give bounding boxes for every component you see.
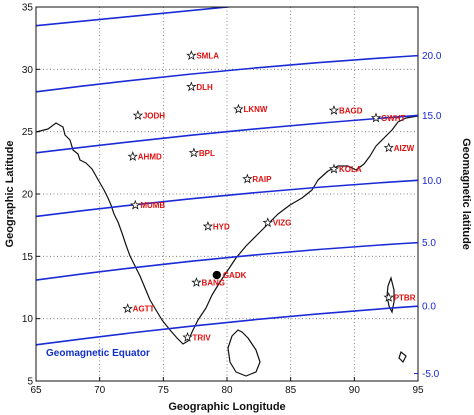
- station-label: DLH: [196, 83, 213, 92]
- india-coastline: [36, 115, 418, 345]
- right-tick-label: 0.0: [422, 302, 436, 313]
- geomagnetic-latitude-lines: [36, 7, 418, 346]
- x-tick-label: 70: [94, 385, 106, 396]
- station-label: AIZW: [394, 144, 415, 153]
- y-axis-title: Geographic Latitude: [4, 141, 16, 248]
- y-tick-label: 25: [22, 127, 34, 138]
- station-star-icon: [328, 163, 340, 174]
- y-tick-label: 30: [22, 65, 34, 76]
- station-star-icon: [132, 110, 144, 120]
- station-label: VIZG: [273, 219, 292, 228]
- station-star-icon: [262, 217, 273, 228]
- station-label: BPL: [199, 149, 215, 158]
- x-axis-title: Geographic Longitude: [168, 401, 285, 413]
- station-star-icon: [130, 199, 141, 210]
- station-star-icon: [383, 142, 394, 153]
- nicobar-island: [398, 350, 407, 364]
- y-tick-label: 35: [22, 3, 34, 14]
- x-tick-label: 85: [285, 385, 297, 396]
- station-star-icon: [188, 147, 200, 158]
- geomagnetic-line: [36, 305, 418, 346]
- right-tick-label: 5.0: [422, 238, 436, 249]
- station-star-icon: [186, 81, 197, 92]
- station-star-icon: [127, 151, 138, 162]
- y-tick-label: 20: [22, 190, 34, 201]
- station-markers: SMLA DLH JODH LKNW BAGD GWHT AHMD BPL AIZW KOLA RA…: [122, 50, 416, 342]
- x-tick-label: 75: [158, 385, 170, 396]
- station-label: RAIP: [252, 175, 272, 184]
- geomagnetic-line: [36, 7, 236, 27]
- x-tick-label: 65: [30, 385, 42, 396]
- y-tick-label: 15: [22, 252, 34, 263]
- station-star-icon: [383, 292, 394, 302]
- station-star-icon: [202, 220, 214, 231]
- station-label: AGTT: [133, 305, 155, 314]
- station-label: TRIV: [193, 333, 212, 342]
- station-star-icon: [328, 105, 340, 115]
- x-tick-label: 95: [412, 385, 424, 396]
- station-star-icon: [370, 112, 382, 123]
- station-star-icon: [186, 50, 197, 61]
- right-tick-label: 15.0: [422, 111, 442, 122]
- x-tick-label: 80: [221, 385, 233, 396]
- station-label: JODH: [143, 111, 165, 120]
- station-label: BAGD: [339, 106, 363, 115]
- geomagnetic-line: [36, 241, 418, 281]
- station-label: HYD: [213, 222, 230, 231]
- station-label: GWHT: [381, 114, 406, 123]
- station-label: KOLA: [339, 165, 362, 174]
- geomagnetic-line: [36, 54, 418, 93]
- y-tick-label: 10: [22, 314, 34, 325]
- station-label: AHMD: [138, 153, 162, 162]
- station-label: MUMB: [140, 201, 165, 210]
- station-star-icon: [233, 103, 244, 114]
- y-tick-label: 5: [27, 377, 33, 388]
- x-tick-label: 90: [349, 385, 361, 396]
- marker-label: GADK: [223, 271, 247, 280]
- station-label: SMLA: [196, 52, 219, 61]
- gadk-marker: [212, 270, 222, 280]
- station-star-icon: [122, 303, 133, 314]
- axes: 65 70 75 80 85 90 95 5 10 15 20 25 30 35 20.0 15.0 10.0 5…: [22, 3, 442, 397]
- station-star-icon: [191, 277, 202, 287]
- station-star-icon: [242, 173, 253, 184]
- grid-lines: [36, 7, 418, 381]
- station-label: PTBR: [394, 293, 416, 302]
- right-tick-label: 10.0: [422, 176, 442, 187]
- geomagnetic-equator-label: Geomagnetic Equator: [46, 348, 150, 359]
- station-star-icon: [182, 331, 193, 342]
- right-tick-label: 20.0: [422, 51, 442, 62]
- andaman-island: [386, 275, 395, 314]
- right-tick-label: -5.0: [422, 369, 440, 380]
- geomagnetic-line: [36, 114, 418, 154]
- geomagnetic-line: [36, 179, 418, 218]
- station-label: LKNW: [243, 105, 267, 114]
- station-label: BANG: [201, 279, 225, 288]
- sri-lanka-coastline: [227, 329, 261, 377]
- right-axis-title: Geomagnetic latitude: [460, 138, 472, 250]
